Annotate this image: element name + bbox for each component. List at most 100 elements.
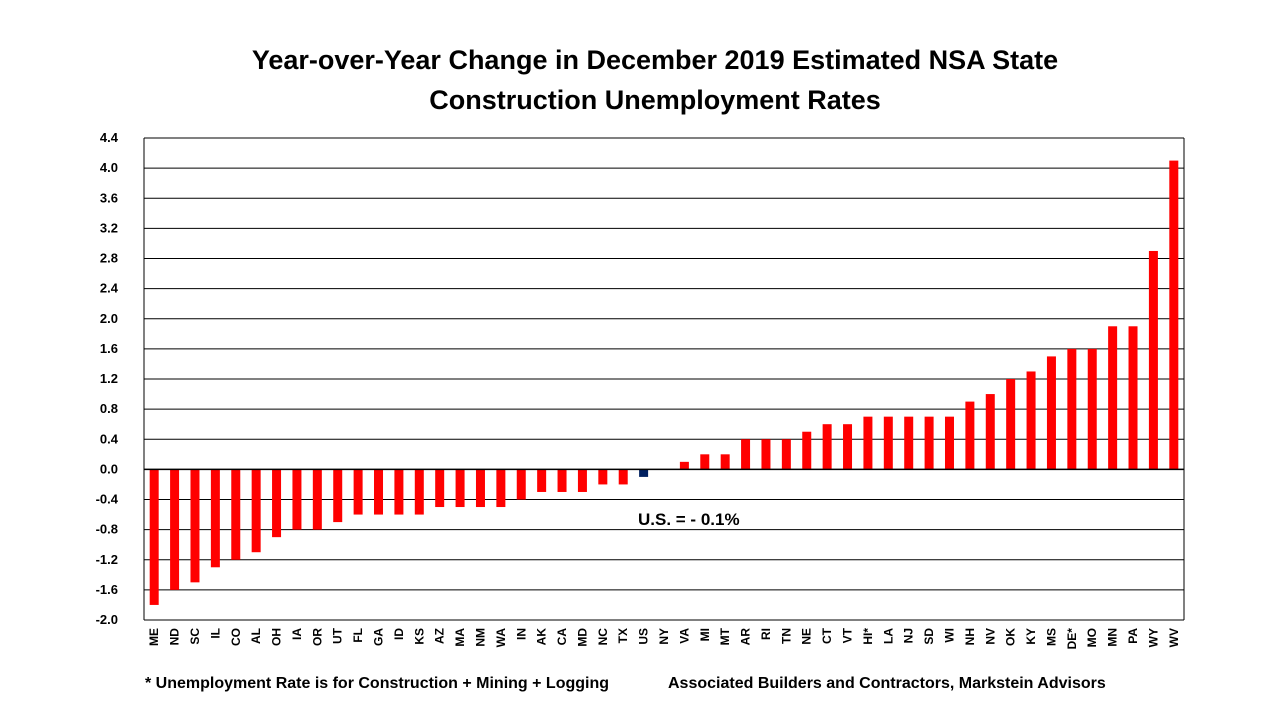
bar-pa xyxy=(1128,326,1138,470)
x-tick-label: NY xyxy=(657,628,671,645)
x-tick-label: WY xyxy=(1146,628,1160,647)
footnote-left: * Unemployment Rate is for Construction … xyxy=(145,675,610,692)
x-tick-label: NV xyxy=(983,628,997,645)
bar-in xyxy=(516,469,526,500)
bar-ak xyxy=(537,469,547,492)
bar-de xyxy=(1067,348,1077,470)
bar-me xyxy=(149,469,159,605)
x-tick-label: FL xyxy=(351,628,365,643)
x-tick-label: TN xyxy=(779,628,793,644)
bar-hi xyxy=(863,416,873,470)
x-tick-label: VA xyxy=(677,628,691,644)
y-tick-label: 0.4 xyxy=(100,431,119,446)
bar-ia xyxy=(292,469,302,530)
x-tick-label: IN xyxy=(514,628,528,640)
y-tick-labels: -2.0 -1.6 -1.2 -0.8 -0.4 0.0 0.4 0.8 1.2 1.6 2.0 2.… xyxy=(96,130,119,627)
x-tick-label: MO xyxy=(1085,628,1099,647)
bar-nm xyxy=(475,469,485,508)
x-tick-label: ME xyxy=(147,628,161,646)
bar-mo xyxy=(1087,348,1097,470)
x-tick-label: US xyxy=(637,628,651,645)
y-tick-label: 1.2 xyxy=(100,371,118,386)
x-tick-label: SC xyxy=(188,628,202,645)
x-tick-label: NM xyxy=(473,628,487,647)
bar-nv xyxy=(985,394,995,470)
y-tick-label: 3.6 xyxy=(100,190,118,205)
bar-ms xyxy=(1046,356,1056,470)
x-tick-label: IA xyxy=(290,628,304,640)
x-tick-label: ID xyxy=(392,628,406,640)
x-tick-label: OH xyxy=(270,628,284,646)
x-tick-label: KS xyxy=(412,628,426,645)
x-tick-label: HI* xyxy=(861,628,875,645)
x-tick-label: VT xyxy=(841,627,855,643)
bar-nh xyxy=(965,401,975,470)
bar-co xyxy=(231,469,241,560)
x-tick-label: IL xyxy=(208,628,222,639)
bar-az xyxy=(435,469,445,508)
x-tick-label: RI xyxy=(759,628,773,640)
y-tick-label: -1.6 xyxy=(96,582,118,597)
bar-al xyxy=(251,469,261,553)
bar-ok xyxy=(1006,379,1016,470)
bar-ne xyxy=(802,431,812,470)
us-annotation: U.S. = - 0.1% xyxy=(638,510,740,529)
bar-ri xyxy=(761,439,771,470)
bar-ca xyxy=(557,469,567,492)
bar-wi xyxy=(944,416,954,470)
bar-nc xyxy=(598,469,608,485)
bar-sd xyxy=(924,416,934,470)
bar-ky xyxy=(1026,371,1036,470)
x-tick-label: GA xyxy=(372,628,386,646)
bar-ct xyxy=(822,424,832,470)
bar-tn xyxy=(781,439,791,470)
x-tick-label: AZ xyxy=(433,628,447,644)
y-tick-label: -0.8 xyxy=(96,522,118,537)
bar-wv xyxy=(1169,160,1179,470)
x-tick-label: NJ xyxy=(902,628,916,643)
y-tick-label: 0.0 xyxy=(100,461,118,476)
x-tick-label: WA xyxy=(494,628,508,648)
x-tick-label: KY xyxy=(1024,628,1038,645)
x-tick-label: SD xyxy=(922,628,936,645)
y-tick-label: 4.4 xyxy=(100,130,119,145)
x-tick-label: WV xyxy=(1167,628,1181,647)
footnote-source: Associated Builders and Contractors, Mar… xyxy=(668,675,1106,692)
x-tick-label: NE xyxy=(800,628,814,645)
bar-or xyxy=(312,469,322,530)
bar-wy xyxy=(1148,250,1158,470)
x-tick-label: MT xyxy=(718,627,732,645)
x-tick-label: AR xyxy=(739,628,753,646)
x-tick-label: UT xyxy=(331,627,345,644)
bar-ar xyxy=(741,439,751,470)
bar-va xyxy=(679,461,689,470)
x-tick-label: TX xyxy=(616,628,630,643)
x-tick-label: MN xyxy=(1106,628,1120,647)
x-tick-label: OR xyxy=(310,628,324,646)
x-tick-label: MI xyxy=(698,628,712,641)
bar-mi xyxy=(700,454,710,470)
x-tick-label: MS xyxy=(1044,628,1058,646)
y-tick-label: 2.0 xyxy=(100,311,118,326)
bar-il xyxy=(210,469,220,568)
x-tick-label: OK xyxy=(1004,628,1018,646)
bar-wa xyxy=(496,469,506,508)
y-tick-label: 3.2 xyxy=(100,220,118,235)
x-tick-label: MA xyxy=(453,628,467,647)
x-tick-label: CT xyxy=(820,627,834,644)
x-tick-label: CA xyxy=(555,628,569,646)
x-tick-label: NH xyxy=(963,628,977,645)
bar-fl xyxy=(353,469,363,515)
bar-la xyxy=(883,416,893,470)
y-tick-label: 2.4 xyxy=(100,281,119,296)
y-tick-label: 1.6 xyxy=(100,341,118,356)
y-tick-label: 4.0 xyxy=(100,160,118,175)
x-tick-label: ND xyxy=(168,628,182,646)
y-tick-label: -1.2 xyxy=(96,552,118,567)
x-tick-labels: ME ND SC IL CO AL OH IA OR UT FL GA ID KS AZ MA NM WA IN AK… xyxy=(147,627,1181,649)
bar-nj xyxy=(904,416,914,470)
x-tick-label: LA xyxy=(881,628,895,644)
x-tick-label: DE* xyxy=(1065,628,1079,650)
bar-id xyxy=(394,469,404,515)
